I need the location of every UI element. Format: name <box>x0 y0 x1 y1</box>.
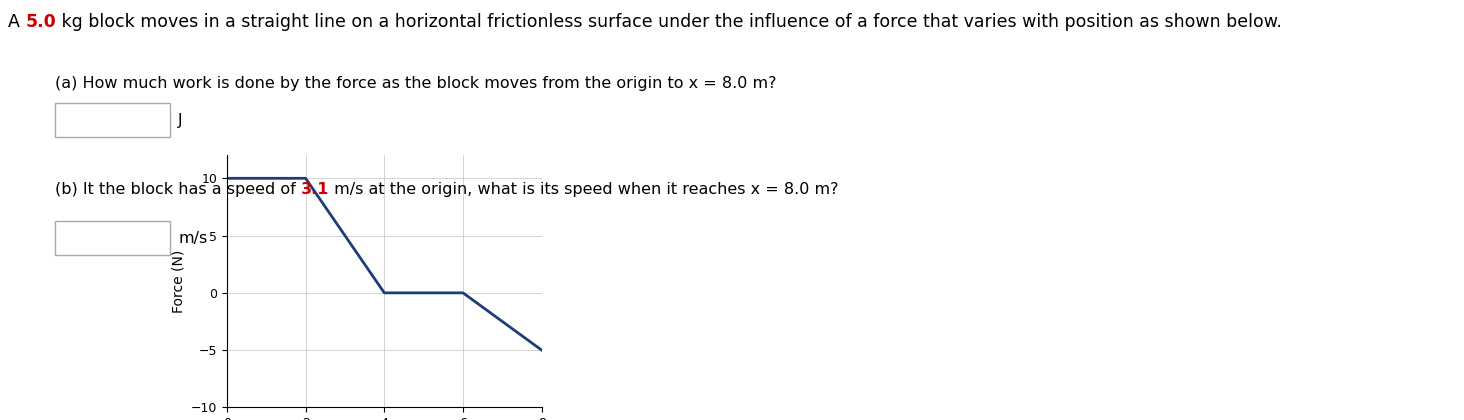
FancyBboxPatch shape <box>56 221 170 255</box>
Text: m/s at the origin, what is its speed when it reaches x = 8.0 m?: m/s at the origin, what is its speed whe… <box>329 182 839 197</box>
Text: (a) How much work is done by the force as the block moves from the origin to x =: (a) How much work is done by the force a… <box>56 76 776 91</box>
Text: m/s: m/s <box>179 231 208 246</box>
Text: 3.1: 3.1 <box>302 182 329 197</box>
Y-axis label: Force (N): Force (N) <box>171 250 186 313</box>
Text: kg block moves in a straight line on a horizontal frictionless surface under the: kg block moves in a straight line on a h… <box>56 13 1282 31</box>
Text: 5.0: 5.0 <box>25 13 56 31</box>
Text: (b) It the block has a speed of: (b) It the block has a speed of <box>56 182 302 197</box>
Text: J: J <box>179 113 183 128</box>
FancyBboxPatch shape <box>56 103 170 137</box>
Text: A: A <box>7 13 25 31</box>
